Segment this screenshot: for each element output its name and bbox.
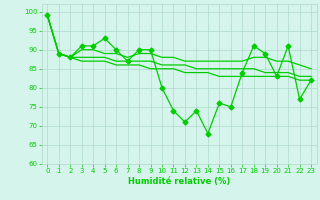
X-axis label: Humidité relative (%): Humidité relative (%) — [128, 177, 230, 186]
